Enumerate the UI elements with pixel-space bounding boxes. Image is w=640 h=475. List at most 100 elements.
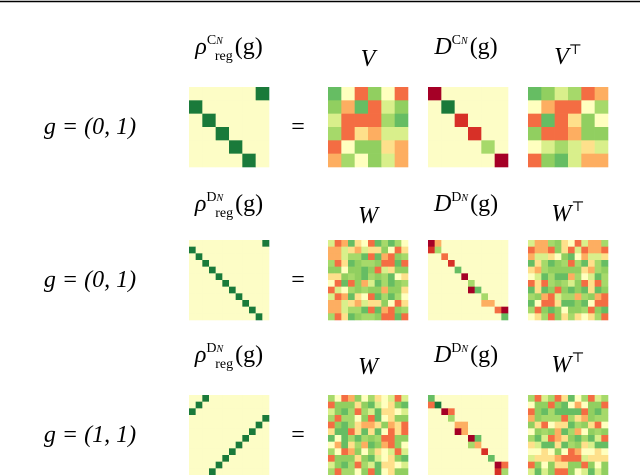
matrix-cell	[448, 286, 455, 294]
matrix-cell	[189, 415, 196, 422]
superscript-text: ⊤	[571, 351, 585, 366]
equals-sign: =	[291, 114, 305, 140]
matrix-cell	[488, 401, 495, 409]
matrix-cell	[354, 253, 362, 261]
matrix-cell	[381, 306, 389, 314]
group-element-label: g = (1, 1)	[43, 422, 137, 448]
matrix-cell	[388, 461, 395, 469]
matrix-cell	[361, 286, 369, 294]
matrix-cell	[334, 286, 342, 294]
matrix-cell	[454, 468, 462, 475]
matrix-cell	[574, 313, 582, 321]
matrix-cell	[488, 246, 495, 254]
matrix-cell	[501, 435, 509, 442]
matrix-cell	[548, 313, 555, 321]
matrix-cell	[215, 441, 223, 449]
matrix-cell	[341, 87, 355, 101]
matrix-cell	[361, 253, 369, 261]
matrix-cell	[195, 306, 203, 314]
matrix-cell	[568, 461, 575, 469]
matrix-cell	[454, 401, 462, 409]
matrix-cell	[354, 87, 369, 101]
matrix-cell	[255, 401, 263, 409]
matrix-cell	[441, 153, 455, 168]
matrix-cell	[548, 401, 555, 409]
matrix-cell	[554, 293, 562, 301]
matrix-cell	[494, 286, 502, 294]
matrix-cell	[368, 253, 375, 261]
matrix-cell	[401, 448, 409, 456]
matrix-cell	[348, 421, 355, 429]
matrix-cell	[394, 313, 402, 321]
matrix-cell	[189, 293, 196, 301]
matrix-cell	[401, 293, 409, 301]
matrix-cell	[394, 266, 402, 274]
matrix-cell	[474, 401, 482, 409]
matrix-cell	[441, 240, 449, 247]
matrix-cell	[548, 260, 555, 267]
matrix-cell	[222, 435, 230, 442]
matrix-cell	[461, 455, 469, 462]
matrix-cell	[501, 273, 509, 281]
matrix-cell	[548, 448, 555, 456]
matrix-cell	[354, 395, 362, 402]
matrix-cell	[548, 415, 555, 422]
matrix-cell	[388, 273, 395, 281]
matrix-cell	[235, 455, 243, 462]
matrix-cell	[394, 401, 402, 409]
matrix-cell	[494, 415, 502, 422]
matrix-cell	[328, 300, 335, 307]
matrix-cell	[334, 435, 342, 442]
matrix-cell	[588, 408, 595, 416]
matrix-cell	[441, 401, 449, 409]
matrix-cell	[568, 113, 582, 128]
matrix-cell	[341, 441, 349, 449]
matrix-cell	[468, 127, 482, 141]
matrix-cell	[574, 455, 582, 462]
matrix-cell	[202, 240, 210, 247]
matrix-cell	[561, 415, 569, 422]
matrix-cell	[581, 441, 589, 449]
matrix-cell	[348, 286, 355, 294]
matrix-cell	[328, 441, 335, 449]
matrix-cell	[222, 240, 230, 247]
matrix-cell	[601, 280, 609, 287]
matrix-cell	[554, 395, 562, 402]
matrix-cell	[441, 266, 449, 274]
matrix-cell	[528, 435, 535, 442]
matrix-cell	[594, 246, 602, 254]
matrix-cell	[428, 140, 442, 154]
matrix-cell	[554, 448, 562, 456]
matrix-cell	[468, 421, 475, 429]
matrix-cell	[494, 408, 502, 416]
matrix-cell	[249, 415, 256, 422]
matrix-cell	[334, 253, 342, 261]
matrix-cell	[594, 428, 602, 436]
matrix-cell	[548, 428, 555, 436]
matrix-cell	[361, 280, 369, 287]
matrix-cell	[528, 415, 535, 422]
matrix-cell	[195, 468, 203, 475]
matrix-cell	[262, 421, 270, 429]
matrix-cell	[541, 260, 549, 267]
matrix-cell	[334, 448, 342, 456]
symbol: D	[433, 191, 452, 217]
matrix-cell	[249, 408, 256, 416]
matrix-cell	[474, 300, 482, 307]
matrix-cell	[215, 253, 223, 261]
matrix-cell	[348, 280, 355, 287]
matrix-cell	[209, 401, 216, 409]
matrix-cell	[242, 266, 250, 274]
matrix-cell	[441, 300, 449, 307]
matrix-cell	[341, 421, 349, 429]
matrix-cell	[494, 293, 502, 301]
matrix-cell	[341, 273, 349, 281]
matrix-cell	[249, 401, 256, 409]
matrix-cell	[448, 448, 455, 456]
matrix-cell	[454, 428, 462, 436]
matrix-cell	[374, 415, 382, 422]
matrix-cell	[361, 306, 369, 314]
matrix-cell	[222, 293, 230, 301]
matrix-cell	[255, 408, 263, 416]
matrix-cell	[554, 468, 562, 475]
